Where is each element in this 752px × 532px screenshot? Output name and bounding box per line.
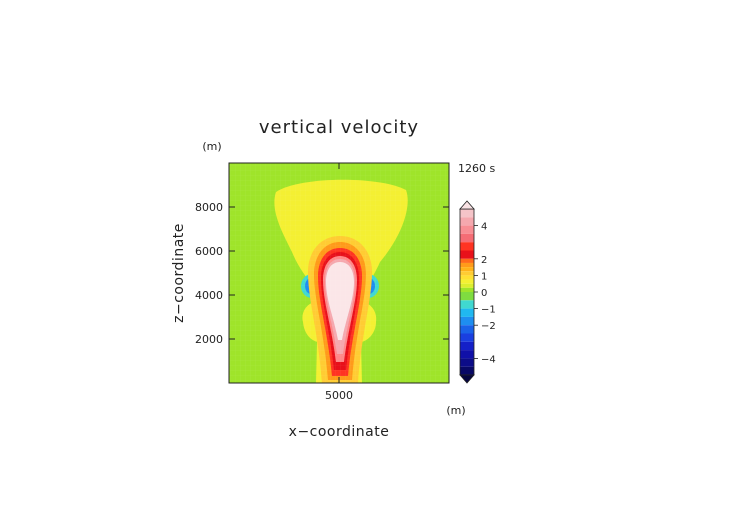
colorbar-tick-label: 0 bbox=[481, 288, 487, 299]
colorbar-band bbox=[460, 287, 474, 292]
y-tick-label: 8000 bbox=[195, 201, 223, 214]
grid-overlay bbox=[229, 163, 449, 383]
colorbar-band bbox=[460, 316, 474, 326]
colorbar: 4 2 1 0 −1 −2 −4 bbox=[459, 200, 496, 384]
colorbar-tick-label: 4 bbox=[481, 222, 487, 233]
contour-field bbox=[229, 163, 449, 383]
colorbar-tick-label: −2 bbox=[481, 321, 496, 332]
y-axis-ticks: 2000 4000 6000 8000 bbox=[195, 201, 449, 346]
colorbar-band bbox=[460, 333, 474, 342]
colorbar-band bbox=[460, 233, 474, 243]
colorbar-band bbox=[460, 209, 474, 218]
colorbar-top-triangle bbox=[459, 200, 475, 210]
colorbar-tick-label: 1 bbox=[481, 271, 487, 282]
colorbar-band bbox=[460, 258, 474, 263]
colorbar-band bbox=[460, 300, 474, 309]
colorbar-band bbox=[460, 262, 474, 268]
colorbar-band bbox=[460, 250, 474, 259]
x-tick-label: 5000 bbox=[325, 389, 353, 402]
y-tick-label: 4000 bbox=[195, 289, 223, 302]
y-axis-label: z−coordinate bbox=[171, 223, 187, 323]
colorbar-band bbox=[460, 366, 474, 375]
colorbar-band bbox=[460, 225, 474, 234]
colorbar-tick-label: −1 bbox=[481, 305, 496, 316]
colorbar-band bbox=[460, 271, 474, 276]
colorbar-band bbox=[460, 217, 474, 226]
colorbar-band bbox=[460, 292, 474, 301]
x-axis-ticks: 5000 bbox=[325, 163, 353, 402]
colorbar-tick-label: 2 bbox=[481, 255, 487, 266]
colorbar-band bbox=[460, 275, 474, 280]
colorbar-band bbox=[460, 358, 474, 367]
colorbar-band bbox=[460, 279, 474, 284]
colorbar-band bbox=[460, 325, 474, 334]
time-label: 1260 s bbox=[458, 162, 495, 175]
colorbar-bottom-triangle bbox=[459, 374, 475, 384]
x-unit-label: (m) bbox=[446, 404, 465, 417]
colorbar-tick-label: −4 bbox=[481, 354, 496, 365]
y-unit-label: (m) bbox=[202, 140, 221, 153]
colorbar-band bbox=[460, 350, 474, 359]
y-tick-label: 6000 bbox=[195, 245, 223, 258]
chart-title: vertical velocity bbox=[259, 117, 419, 138]
y-tick-label: 2000 bbox=[195, 333, 223, 346]
colorbar-band bbox=[460, 283, 474, 288]
colorbar-band bbox=[460, 308, 474, 317]
x-axis-label: x−coordinate bbox=[289, 424, 390, 440]
colorbar-band bbox=[460, 242, 474, 251]
colorbar-band bbox=[460, 341, 474, 351]
colorbar-band bbox=[460, 267, 474, 272]
